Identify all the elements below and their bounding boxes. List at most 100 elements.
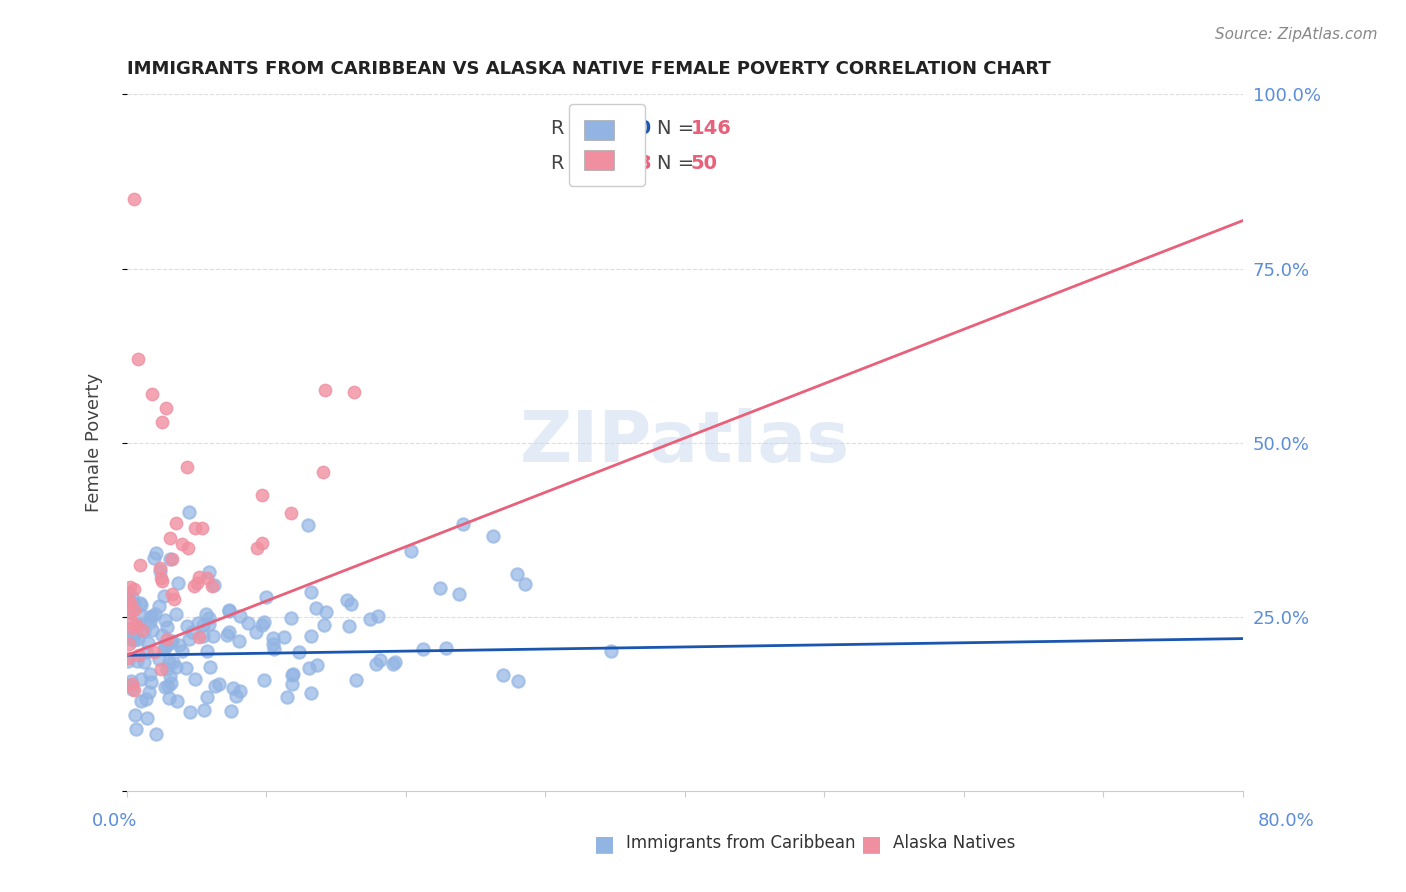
Point <box>121 590 143 604</box>
Point <box>157 679 180 693</box>
Point <box>155 639 177 653</box>
Point <box>155 681 177 695</box>
Text: 80.0%: 80.0% <box>1258 812 1315 830</box>
Point <box>384 655 406 669</box>
Point <box>246 541 269 556</box>
Point <box>117 651 139 665</box>
Point <box>163 591 186 606</box>
Point <box>187 630 209 644</box>
Text: R =: R = <box>551 153 593 173</box>
Point <box>183 579 205 593</box>
Point <box>221 681 243 696</box>
Point <box>120 596 142 610</box>
Point <box>135 645 157 659</box>
Point <box>118 637 141 651</box>
Point <box>131 623 153 637</box>
Point <box>139 615 162 629</box>
Point <box>281 677 304 691</box>
Text: IMMIGRANTS FROM CARIBBEAN VS ALASKA NATIVE FEMALE POVERTY CORRELATION CHART: IMMIGRANTS FROM CARIBBEAN VS ALASKA NATI… <box>127 60 1050 78</box>
Point <box>176 459 198 474</box>
Point <box>124 617 146 632</box>
Point <box>252 617 274 632</box>
Text: ZIPatlas: ZIPatlas <box>520 409 851 477</box>
Point <box>129 607 152 622</box>
Point <box>129 599 152 613</box>
Point <box>159 531 181 545</box>
Point <box>155 632 177 647</box>
Point <box>156 620 179 634</box>
Point <box>159 635 181 649</box>
Point <box>198 659 221 673</box>
Point <box>202 629 225 643</box>
Point <box>160 551 183 566</box>
Point <box>152 641 174 656</box>
Point <box>197 565 219 579</box>
Point <box>177 541 200 555</box>
Point <box>195 643 218 657</box>
Point <box>169 639 191 653</box>
Point <box>135 711 157 725</box>
Point <box>187 569 209 583</box>
Point <box>117 593 139 607</box>
Point <box>122 597 145 611</box>
Point <box>120 605 142 619</box>
Point <box>117 678 139 692</box>
Text: 0.368: 0.368 <box>591 153 651 173</box>
Point <box>141 387 163 401</box>
Point <box>128 596 150 610</box>
Point <box>299 629 322 643</box>
Point <box>127 632 149 646</box>
Point <box>124 633 146 648</box>
Text: 0.0%: 0.0% <box>91 812 136 830</box>
Point <box>118 621 141 635</box>
Point <box>364 657 387 671</box>
Point <box>121 621 143 635</box>
Point <box>401 544 423 558</box>
Text: N =: N = <box>657 153 700 173</box>
Point <box>160 675 183 690</box>
Point <box>195 571 218 585</box>
Point <box>170 644 193 658</box>
Point <box>287 645 309 659</box>
Point <box>184 521 207 535</box>
Point <box>263 641 285 656</box>
Point <box>179 506 201 520</box>
Point <box>229 684 252 698</box>
Point <box>165 516 187 530</box>
Point <box>166 694 188 708</box>
Point <box>124 707 146 722</box>
Point <box>153 589 176 603</box>
Point <box>492 668 515 682</box>
Point <box>165 660 187 674</box>
Point <box>131 672 153 686</box>
Point <box>315 605 337 619</box>
Point <box>184 673 207 687</box>
Point <box>218 624 240 639</box>
Point <box>162 656 184 670</box>
Point <box>174 661 197 675</box>
Point <box>141 623 163 637</box>
Point <box>176 619 198 633</box>
Point <box>599 644 621 658</box>
Point <box>170 537 193 551</box>
Point <box>187 615 209 630</box>
Point <box>156 662 179 676</box>
Point <box>482 529 505 543</box>
Point <box>506 567 529 582</box>
Point <box>283 666 305 681</box>
Point <box>299 585 322 599</box>
Point <box>156 638 179 652</box>
Point <box>280 506 302 520</box>
Text: ■: ■ <box>595 834 614 854</box>
Point <box>218 604 240 618</box>
Point <box>150 574 173 588</box>
Point <box>148 599 170 614</box>
Text: 50: 50 <box>690 153 717 173</box>
Point <box>141 609 163 624</box>
Point <box>314 383 336 397</box>
Point <box>159 552 181 566</box>
Point <box>127 654 149 668</box>
Point <box>150 628 173 642</box>
Point <box>340 597 363 611</box>
Point <box>198 611 221 625</box>
